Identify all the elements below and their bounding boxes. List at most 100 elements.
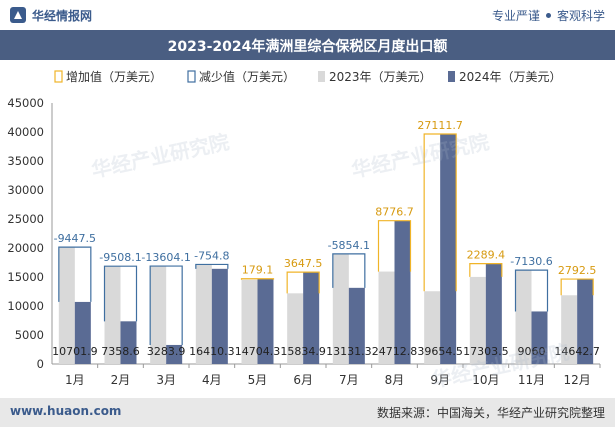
value-label-2024: 10701.9 — [52, 345, 98, 358]
bar-2024 — [120, 321, 137, 364]
x-tick-label: 11月 — [518, 373, 545, 387]
y-tick-label: 40000 — [7, 125, 44, 139]
bar-2024 — [394, 220, 411, 364]
bar-2023 — [104, 266, 121, 364]
x-tick-label: 10月 — [472, 373, 499, 387]
y-tick-label: 25000 — [7, 212, 44, 226]
x-tick-label: 8月 — [385, 373, 405, 387]
y-tick-label: 5000 — [15, 328, 44, 342]
change-label: -13604.1 — [141, 251, 190, 264]
bar-2023 — [287, 293, 304, 364]
value-label-2024: 7358.6 — [101, 345, 140, 358]
value-label-2024: 14704.3 — [235, 345, 281, 358]
increase-bracket — [469, 263, 503, 277]
bar-2024 — [348, 287, 365, 364]
x-tick-label: 1月 — [65, 373, 85, 387]
x-tick-label: 2月 — [111, 373, 131, 387]
y-tick-label: 35000 — [7, 154, 44, 168]
bar-2024 — [166, 344, 183, 364]
x-tick-label: 4月 — [202, 373, 222, 387]
change-label: -9447.5 — [54, 232, 96, 245]
decrease-bracket — [332, 253, 366, 288]
bar-2024 — [211, 268, 228, 364]
x-tick-label: 9月 — [430, 373, 450, 387]
change-label: 2289.4 — [467, 249, 506, 262]
logo-text: 华经情报网 — [32, 9, 93, 23]
value-label-2024: 39654.5 — [417, 345, 463, 358]
bar-2024 — [303, 272, 320, 364]
bar-2024 — [577, 279, 594, 364]
increase-bracket — [560, 278, 594, 296]
legend-label-0: 增加值（万美元） — [66, 69, 162, 84]
y-tick-label: 0 — [37, 357, 44, 371]
value-label-2024: 16410.3 — [189, 345, 235, 358]
change-label: 179.1 — [242, 264, 274, 277]
bar-2023 — [515, 270, 532, 364]
slogan-left: 专业严谨 — [491, 9, 540, 23]
bar-2023 — [241, 279, 258, 364]
bar-2024 — [257, 278, 274, 364]
legend-decrease-swatch — [187, 70, 196, 83]
logo-icon — [10, 7, 26, 23]
value-label-2024: 15834.9 — [280, 345, 326, 358]
slogan-right: 客观科学 — [556, 9, 605, 23]
legend-increase-swatch — [54, 70, 63, 83]
bar-2023 — [332, 253, 349, 364]
bar-2024 — [440, 134, 457, 364]
decrease-bracket — [195, 263, 229, 269]
legend-label-3: 2024年（万美元） — [459, 70, 562, 84]
value-label-2024: 13131.3 — [326, 345, 372, 358]
x-tick-label: 12月 — [564, 373, 591, 387]
legend-label-1: 减少值（万美元） — [199, 69, 295, 84]
change-label: 8776.7 — [375, 206, 414, 219]
y-tick-label: 10000 — [7, 299, 44, 313]
bar-2023 — [195, 264, 212, 364]
slogan: 专业严谨 客观科学 — [492, 7, 605, 24]
y-tick-label: 20000 — [7, 241, 44, 255]
bar-2023 — [469, 276, 486, 364]
bar-chart: 增加值（万美元） 减少值（万美元） 2023年（万美元） 2024年（万美元） 0 500… — [7, 69, 601, 387]
change-label: -9508.1 — [99, 251, 141, 264]
chart-title: 2023-2024年满洲里综合保税区月度出口额 — [167, 39, 448, 55]
increase-bracket — [377, 220, 412, 272]
title-bar: 2023-2024年满洲里综合保税区月度出口额 — [0, 30, 615, 60]
y-tick-label: 45000 — [7, 96, 44, 110]
bar-2024 — [74, 301, 91, 364]
decrease-bracket — [58, 246, 92, 302]
slogan-dot-icon — [545, 13, 551, 18]
website-link[interactable]: www.huaon.com — [10, 404, 122, 418]
value-label-2024: 14642.7 — [554, 345, 600, 358]
change-label: -754.8 — [194, 249, 229, 262]
increase-bracket — [240, 278, 275, 280]
legend-label-2: 2023年（万美元） — [329, 70, 432, 84]
bar-2024 — [485, 263, 502, 364]
bar-2023 — [58, 247, 75, 364]
y-tick-label: 30000 — [7, 183, 44, 197]
top-bar: 华经情报网 专业严谨 客观科学 — [0, 0, 615, 30]
increase-bracket — [286, 271, 320, 294]
y-tick-label: 15000 — [7, 270, 44, 284]
x-tick-label: 3月 — [156, 373, 176, 387]
x-tick-label: 6月 — [293, 373, 313, 387]
change-label: -5854.1 — [328, 239, 370, 252]
bar-2023 — [561, 295, 578, 364]
legend-swatch-y23 — [318, 71, 325, 82]
bar-2024 — [531, 311, 548, 364]
value-label-2024: 17303.5 — [463, 345, 509, 358]
value-label-2024: 3283.9 — [147, 345, 186, 358]
legend-swatch-y24 — [448, 71, 455, 82]
change-label: -7130.6 — [510, 255, 552, 268]
change-label: 27111.7 — [417, 119, 463, 132]
footer: www.huaon.com 数据来源：中国海关，华经产业研究院整理 — [0, 398, 615, 427]
x-tick-label: 5月 — [248, 373, 268, 387]
change-label: 2792.5 — [558, 264, 597, 277]
bar-2023 — [424, 291, 441, 364]
value-label-2024: 9060 — [518, 345, 546, 358]
increase-bracket — [423, 133, 457, 292]
decrease-bracket — [103, 265, 138, 322]
value-label-2024: 24712.8 — [372, 345, 418, 358]
change-label: 3647.5 — [284, 257, 323, 270]
bar-2023 — [150, 266, 167, 364]
x-tick-label: 7月 — [339, 373, 359, 387]
bar-2023 — [378, 271, 395, 364]
